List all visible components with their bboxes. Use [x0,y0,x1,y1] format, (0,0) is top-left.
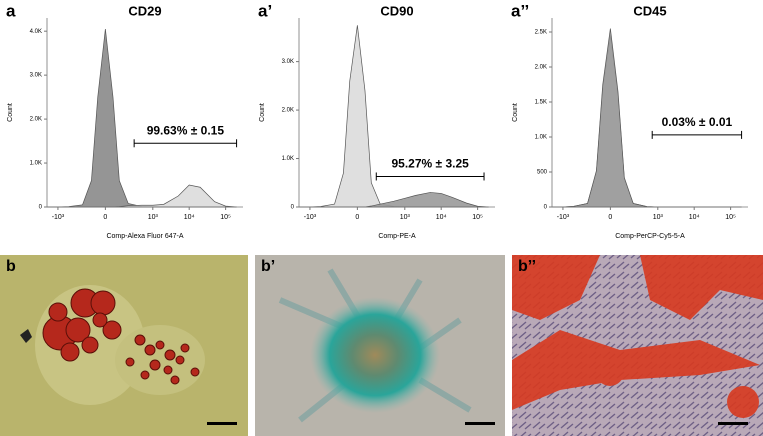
chart-title: CD45 [633,3,666,18]
y-tick-label: 2.0K [535,65,547,71]
y-tick-label: 0 [291,205,295,211]
y-tick-label: 0 [544,205,548,211]
lipid-droplets [42,288,200,385]
chart-title: CD29 [128,3,161,18]
y-tick-label: 3.0K [30,73,42,79]
mineral-deposits [512,255,763,418]
x-tick-label: 10⁴ [436,214,447,221]
y-axis-label: Count [7,103,14,122]
y-tick-label: 0 [39,205,43,211]
panel-label: a’ [258,1,272,20]
x-tick-label: 10³ [400,214,411,221]
y-tick-label: 2.0K [282,108,294,114]
panel-label: b [6,258,16,275]
y-tick-label: 1.0K [535,135,547,141]
x-tick-label: 0 [103,214,107,221]
panel-label: a’’ [511,1,529,20]
x-tick-label: -10³ [52,214,65,221]
chart-title: CD90 [380,3,413,18]
histogram-area [47,184,237,208]
gate-label: 95.27% ± 3.25 [391,157,469,171]
gate-label: 99.63% ± 0.15 [147,123,225,137]
x-axis-label: Comp-PerCP-Cy5-5-A [615,233,685,240]
y-axis-label: Count [512,103,519,122]
x-axis-label: Comp-Alexa Fluor 647-A [106,233,183,240]
scale-bar [465,422,495,425]
scale-bar [207,422,237,425]
x-tick-label: 10⁴ [689,214,700,221]
x-tick-label: 10⁵ [220,214,231,221]
x-tick-label: 10⁴ [184,214,195,221]
y-tick-label: 2.0K [30,117,42,123]
x-tick-label: 0 [608,214,612,221]
y-axis-label: Count [259,103,266,122]
panel-label: b’’ [518,258,536,275]
x-tick-label: 10⁵ [472,214,483,221]
histograms: a CD29 Count Comp-Alexa Fluor 647-A 0 1.0K 2.0… [6,1,748,240]
y-tick-label: 2.5K [535,30,547,36]
histogram-area [299,192,489,208]
gate-label: 0.03% ± 0.01 [662,115,733,129]
histogram-area [47,28,237,208]
x-axis-label: Comp-PE-A [378,233,416,240]
y-tick-label: 3.0K [282,59,294,65]
histogram-area [299,25,489,208]
x-tick-label: 10⁵ [725,214,736,221]
panel-label: a [6,1,16,20]
x-tick-label: 10³ [653,214,664,221]
x-tick-label: -10³ [304,214,317,221]
photo-b-double-prime: b’’ [512,255,763,436]
y-tick-label: 1.0K [30,161,42,167]
photo-b-prime: b’ [255,255,505,436]
y-tick-label: 1.0K [282,156,294,162]
x-tick-label: 10³ [148,214,159,221]
photo-b: b [0,255,248,436]
scale-bar [718,422,748,425]
y-tick-label: 4.0K [30,29,42,35]
debris [20,329,32,343]
panel-label: b’ [261,258,275,275]
x-tick-label: -10³ [557,214,570,221]
y-tick-label: 500 [537,170,548,176]
stained-nodule [310,297,440,413]
y-tick-label: 1.5K [535,100,547,106]
x-tick-label: 0 [355,214,359,221]
